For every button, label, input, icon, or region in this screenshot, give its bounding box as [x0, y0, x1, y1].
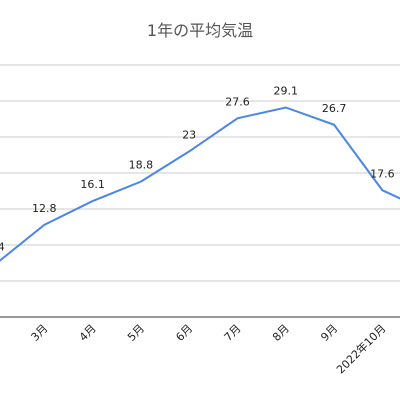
data-label: 23 [182, 128, 196, 141]
x-tick-label: 4月 [77, 322, 99, 344]
chart-title: 1年の平均気温 [147, 21, 253, 40]
data-label: 16.1 [80, 178, 105, 191]
data-label: 29.1 [274, 84, 299, 97]
x-tick-label: 2月 [0, 322, 2, 344]
data-label: 12.8 [32, 202, 57, 215]
x-tick-label: 5月 [125, 322, 147, 344]
x-tick-label: 9月 [318, 322, 340, 344]
data-label: 26.7 [322, 102, 347, 115]
x-tick-label: 7月 [222, 322, 244, 344]
x-tick-label: 8月 [270, 322, 292, 344]
data-line [0, 106, 400, 262]
x-tick-label: 6月 [173, 322, 195, 344]
x-tick-label: 2022年10月 [333, 321, 388, 376]
data-label: 7.4 [0, 241, 5, 254]
data-label: 27.6 [225, 95, 250, 108]
data-label: 18.8 [129, 159, 154, 172]
data-label: 17.6 [370, 167, 395, 180]
x-tick-label: 3月 [29, 322, 51, 344]
